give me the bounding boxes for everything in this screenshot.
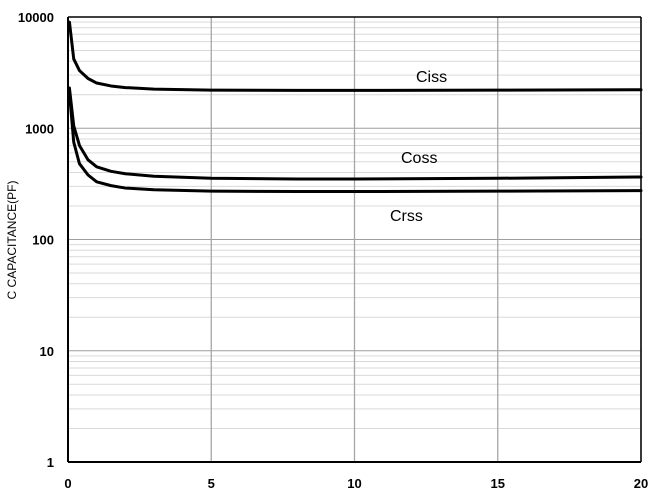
x-tick-label: 20	[634, 476, 648, 491]
x-tick-label: 0	[64, 476, 71, 491]
x-tick-label: 5	[208, 476, 215, 491]
y-tick-labels: 1 10 100 1000 10000	[18, 10, 54, 470]
y-tick-label: 10000	[18, 10, 54, 25]
y-tick-label: 100	[32, 233, 54, 248]
series-line-crss	[67, 90, 643, 194]
series-label-coss: Coss	[401, 150, 437, 167]
series-line-coss	[67, 86, 643, 181]
series-label-crss: Crss	[390, 208, 423, 225]
series-line-ciss	[67, 20, 643, 92]
x-tick-label: 10	[347, 476, 361, 491]
plot-frame	[67, 16, 642, 463]
series-curves	[67, 20, 643, 194]
grid	[67, 16, 642, 463]
x-tick-labels: 0 5 10 15 20	[64, 476, 648, 491]
x-tick-label: 15	[491, 476, 505, 491]
series-label-ciss: Ciss	[416, 69, 447, 86]
y-tick-label: 1	[47, 455, 54, 470]
y-tick-label: 10	[40, 344, 54, 359]
y-tick-label: 1000	[25, 121, 54, 136]
y-axis-label: C CAPACITANCE(PF)	[5, 181, 19, 300]
